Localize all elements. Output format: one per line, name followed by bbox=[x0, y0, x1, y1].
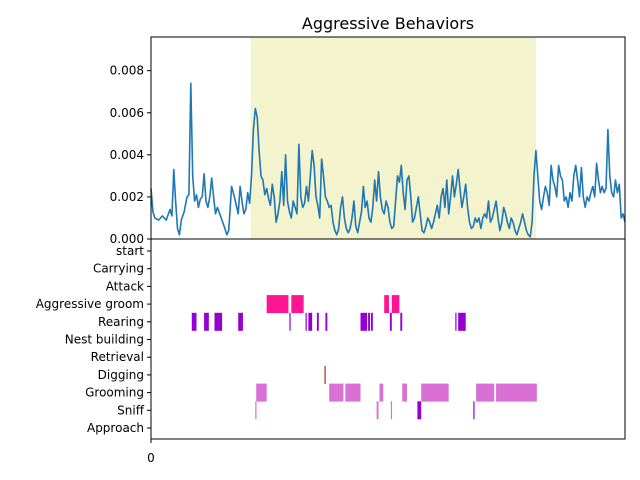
ethogram-frame bbox=[150, 238, 626, 440]
behavior-bout bbox=[389, 312, 392, 331]
behavior-label: Carrying bbox=[93, 262, 144, 276]
behavior-label: Attack bbox=[106, 279, 144, 293]
behavior-label: Retrieval bbox=[91, 350, 144, 364]
behavior-bout bbox=[255, 401, 257, 420]
behavior-bout bbox=[305, 312, 307, 331]
y-tick-label: 0.002 bbox=[110, 190, 144, 204]
behavior-bout bbox=[291, 295, 304, 314]
y-tick-label: 0.008 bbox=[110, 64, 144, 78]
chart-title: Aggressive Behaviors bbox=[302, 14, 474, 33]
behavior-bout bbox=[379, 383, 384, 402]
y-tick-label: 0.000 bbox=[110, 232, 144, 246]
behavior-bout bbox=[368, 312, 370, 331]
x-axis-ticks: 0 bbox=[147, 439, 155, 465]
behavior-label: Nest building bbox=[65, 333, 144, 347]
behavior-bout bbox=[400, 312, 403, 331]
highlight-span bbox=[250, 37, 536, 239]
behavior-bout bbox=[324, 365, 326, 384]
behavior-bout bbox=[391, 295, 400, 314]
behavior-bout bbox=[266, 295, 289, 314]
behavior-bout bbox=[384, 295, 389, 314]
behavior-bout bbox=[458, 312, 466, 331]
behavior-bout bbox=[256, 383, 267, 402]
behavior-label: Grooming bbox=[85, 386, 144, 400]
behavior-bout bbox=[496, 383, 537, 402]
behavior-bout bbox=[316, 312, 319, 331]
behavior-bout bbox=[308, 312, 313, 331]
x-tick-label: 0 bbox=[147, 451, 155, 465]
behavior-bout bbox=[329, 383, 344, 402]
behavior-bout bbox=[476, 383, 495, 402]
y-axis-ticks: 0.000 0.002 0.004 0.006 0.008 bbox=[110, 64, 151, 246]
behavior-bout bbox=[360, 312, 368, 331]
behavior-bout bbox=[191, 312, 197, 331]
ethogram-panel: start Carrying Attack Aggressive groom Reari… bbox=[36, 238, 626, 465]
behavior-bout bbox=[370, 312, 373, 331]
behavior-bout bbox=[390, 401, 393, 420]
behavior-bout bbox=[455, 312, 457, 331]
behavior-bout bbox=[402, 383, 407, 402]
series-line bbox=[150, 82, 626, 238]
behavior-bout bbox=[421, 383, 449, 402]
behavior-bout bbox=[238, 312, 243, 331]
behavior-label: Approach bbox=[87, 421, 144, 435]
behavior-bout bbox=[417, 401, 422, 420]
behavior-bout bbox=[345, 383, 361, 402]
behavior-bout bbox=[289, 312, 291, 331]
y-tick-label: 0.006 bbox=[110, 106, 144, 120]
behavior-label: Rearing bbox=[98, 315, 144, 329]
behavior-bout bbox=[325, 312, 328, 331]
behavior-label: start bbox=[116, 244, 144, 258]
behavior-bout bbox=[204, 312, 209, 331]
behavior-bout bbox=[376, 401, 379, 420]
behavior-label: Sniff bbox=[117, 403, 145, 417]
y-tick-label: 0.004 bbox=[110, 148, 144, 162]
behavior-bout bbox=[473, 401, 475, 420]
behavior-label: Digging bbox=[98, 368, 144, 382]
behavior-labels: start Carrying Attack Aggressive groom Reari… bbox=[36, 244, 151, 435]
behavior-bout bbox=[214, 312, 223, 331]
behavior-label: Aggressive groom bbox=[36, 297, 144, 311]
line-chart-panel: Aggressive Behaviors 0.0000.0020.0040.00… bbox=[110, 14, 626, 246]
behavior-bouts bbox=[191, 295, 537, 420]
